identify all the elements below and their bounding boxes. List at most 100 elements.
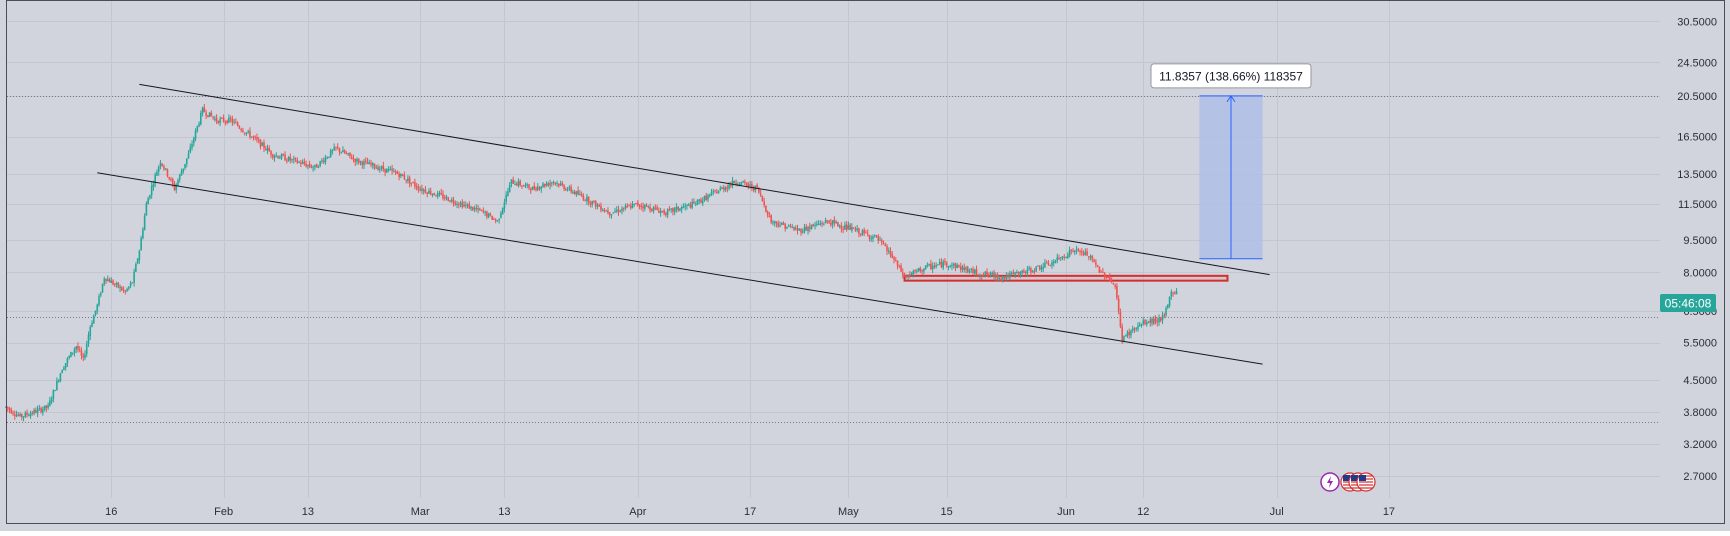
x-tick-label: 16 bbox=[105, 506, 117, 518]
lower-trendline[interactable] bbox=[97, 172, 1263, 365]
candle-body bbox=[77, 346, 79, 350]
candle-body bbox=[600, 205, 602, 211]
us-flag-icon[interactable] bbox=[1356, 472, 1376, 492]
event-icons[interactable] bbox=[1320, 472, 1376, 492]
x-tick-label: 17 bbox=[744, 506, 756, 518]
candle-body bbox=[449, 200, 451, 202]
candle-body bbox=[1114, 284, 1116, 287]
candle-body bbox=[138, 251, 141, 260]
candle-body bbox=[661, 210, 664, 212]
x-tick-label: 12 bbox=[1137, 506, 1149, 518]
candle-body bbox=[793, 226, 795, 230]
candle-body bbox=[1163, 314, 1166, 316]
candle-body bbox=[431, 193, 434, 196]
candle-body bbox=[917, 268, 920, 271]
candle-body bbox=[995, 274, 997, 278]
candle-body bbox=[20, 414, 23, 418]
candle-body bbox=[810, 224, 813, 229]
candle-body bbox=[558, 183, 560, 186]
candle-body bbox=[447, 197, 450, 202]
candle-body bbox=[714, 190, 716, 192]
candle-body bbox=[968, 270, 971, 272]
candle-body bbox=[1096, 265, 1099, 267]
candle-body bbox=[1126, 332, 1129, 337]
candle-body bbox=[877, 236, 880, 241]
candle-body bbox=[321, 160, 323, 162]
candle-body bbox=[859, 233, 862, 235]
candle-body bbox=[752, 187, 755, 191]
candle-body bbox=[459, 202, 462, 205]
candle-body bbox=[1165, 308, 1167, 316]
candle-body bbox=[184, 163, 186, 169]
candle-body bbox=[942, 261, 944, 268]
candle-body bbox=[586, 196, 588, 201]
candle-body bbox=[528, 184, 530, 189]
candle-body bbox=[975, 269, 978, 275]
candle-body bbox=[837, 221, 839, 227]
candle-body bbox=[789, 226, 792, 228]
candle-body bbox=[122, 289, 125, 291]
candle-body bbox=[456, 203, 458, 205]
candle-body bbox=[845, 224, 848, 230]
candle-body bbox=[171, 178, 174, 185]
candle-body bbox=[143, 215, 146, 230]
upper-trendline[interactable] bbox=[139, 83, 1270, 276]
candle-body bbox=[1056, 257, 1059, 261]
trendlines[interactable] bbox=[97, 83, 1270, 365]
resistance-zone-rect[interactable] bbox=[903, 274, 1229, 282]
price-projection[interactable] bbox=[1199, 94, 1263, 260]
candle-body bbox=[529, 189, 532, 191]
candle-body bbox=[103, 278, 106, 284]
candle-body bbox=[189, 147, 192, 153]
candle-body bbox=[1086, 251, 1088, 256]
candle-body bbox=[726, 187, 729, 189]
candle-body bbox=[610, 214, 613, 216]
candle-body bbox=[579, 193, 581, 195]
candle-body bbox=[256, 137, 258, 140]
candle-body bbox=[261, 142, 264, 146]
candle-body bbox=[1130, 330, 1132, 336]
candle-body bbox=[177, 180, 179, 186]
candle-body bbox=[1012, 272, 1015, 274]
resistance-zone-layer[interactable] bbox=[903, 274, 1229, 282]
candle-body bbox=[633, 203, 636, 205]
candle-body bbox=[1149, 319, 1152, 323]
candle-body bbox=[594, 200, 597, 207]
candle-body bbox=[959, 266, 962, 270]
x-tick-label: Feb bbox=[214, 506, 233, 518]
candle-body bbox=[403, 175, 406, 180]
candle-body bbox=[99, 293, 102, 296]
candle-body bbox=[619, 211, 622, 213]
candle-body bbox=[682, 207, 685, 209]
candle-body bbox=[626, 205, 629, 207]
candle-body bbox=[119, 286, 121, 289]
candle-body bbox=[894, 260, 897, 262]
candle-body bbox=[159, 162, 162, 167]
candle-body bbox=[252, 136, 255, 138]
candle-body bbox=[110, 280, 113, 283]
candle-body bbox=[400, 173, 402, 177]
horizontal-levels bbox=[7, 96, 1660, 423]
candle-body bbox=[607, 210, 609, 214]
candle-body bbox=[347, 153, 350, 155]
candle-body bbox=[840, 225, 843, 229]
candle-body bbox=[605, 210, 608, 212]
candle-body bbox=[89, 326, 92, 336]
lightning-bolt-icon[interactable] bbox=[1320, 472, 1340, 492]
candle-body bbox=[419, 189, 421, 191]
candle-body bbox=[1147, 321, 1150, 323]
candle-body bbox=[203, 107, 206, 112]
candle-body bbox=[1066, 255, 1069, 258]
candle-body bbox=[61, 370, 63, 374]
candle-body bbox=[275, 155, 278, 157]
candle-body bbox=[8, 408, 11, 410]
candle-body bbox=[43, 405, 46, 410]
candle-body bbox=[912, 270, 915, 274]
candle-body bbox=[1017, 271, 1020, 274]
candle-body bbox=[391, 168, 393, 171]
candle-body bbox=[6, 406, 9, 409]
candle-body bbox=[787, 225, 790, 227]
candle-body bbox=[1142, 320, 1145, 325]
